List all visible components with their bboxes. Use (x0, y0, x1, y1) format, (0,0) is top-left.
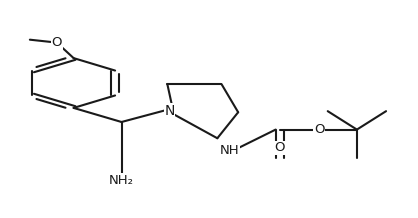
Text: NH₂: NH₂ (109, 174, 134, 187)
Text: O: O (52, 36, 62, 49)
Text: O: O (314, 123, 325, 136)
Text: N: N (164, 104, 175, 118)
Text: NH: NH (219, 144, 239, 157)
Text: O: O (275, 141, 285, 155)
